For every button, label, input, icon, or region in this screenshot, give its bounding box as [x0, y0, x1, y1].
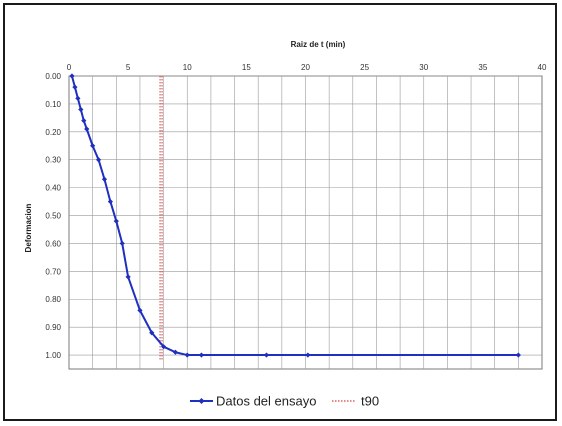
x-tick-label: 20: [301, 63, 310, 72]
data-point: [263, 352, 270, 358]
y-tick-label: 0.70: [45, 267, 61, 276]
y-tick-labels: 0.00 0.10 0.20 0.30 0.40 0.50 0.60 0.70 0.80 0.90…: [45, 72, 61, 360]
data-point: [95, 157, 102, 163]
y-tick-label: 0.60: [45, 239, 61, 248]
legend-marker-datos: [198, 398, 205, 404]
y-axis-title: Deformacion: [24, 203, 33, 252]
y-tick-label: 0.20: [45, 128, 61, 137]
chart-frame: 0 5 10 15 20 25 30 35 40 0.00 0.10 0.20 0.30 0.40 0.5…: [3, 3, 557, 421]
datos-series-line: [70, 75, 519, 357]
data-point: [184, 352, 190, 358]
x-tick-label: 0: [67, 63, 72, 72]
data-point: [113, 218, 119, 224]
data-point: [137, 307, 143, 313]
x-tick-labels: 0 5 10 15 20 25 30 35 40: [67, 63, 547, 72]
x-tick-label: 40: [538, 63, 547, 72]
x-tick-label: 10: [183, 63, 192, 72]
data-point: [72, 84, 78, 90]
x-tick-label: 30: [419, 63, 428, 72]
data-point: [149, 330, 155, 336]
legend-label-t90: t90: [361, 394, 379, 409]
data-point: [81, 118, 87, 124]
y-tick-label: 0.40: [45, 184, 61, 193]
y-tick-label: 0.30: [45, 156, 61, 165]
data-point: [90, 143, 96, 149]
legend-label-datos: Datos del ensayo: [216, 394, 316, 409]
data-point: [78, 106, 84, 113]
y-tick-label: 0.90: [45, 323, 61, 332]
x-tick-label: 25: [360, 63, 369, 72]
data-point: [119, 240, 125, 247]
x-tick-label: 35: [478, 63, 487, 72]
y-tick-label: 0.00: [45, 72, 61, 81]
vertical-gridlines: [92, 76, 519, 369]
series-layer: [69, 73, 521, 361]
y-tick-label: 0.50: [45, 212, 61, 221]
data-point: [161, 344, 167, 350]
data-point: [101, 176, 108, 182]
x-axis-title: Raiz de t (min): [291, 40, 346, 49]
y-tick-label: 1.00: [45, 351, 61, 360]
y-tick-label: 0.10: [45, 100, 61, 109]
x-tick-label: 5: [126, 63, 131, 72]
data-point: [125, 274, 131, 280]
data-point: [305, 352, 311, 358]
consolidation-chart: 0 5 10 15 20 25 30 35 40 0.00 0.10 0.20 0.30 0.40 0.5…: [24, 40, 547, 409]
data-point: [84, 126, 90, 132]
data-point: [69, 73, 75, 79]
data-point: [75, 95, 81, 101]
x-tick-label: 15: [242, 63, 251, 72]
data-point: [198, 352, 205, 358]
data-point: [172, 349, 179, 355]
y-tick-label: 0.80: [45, 295, 61, 304]
data-point: [107, 198, 113, 205]
data-point: [515, 352, 521, 358]
legend: Datos del ensayo t90: [190, 394, 379, 409]
